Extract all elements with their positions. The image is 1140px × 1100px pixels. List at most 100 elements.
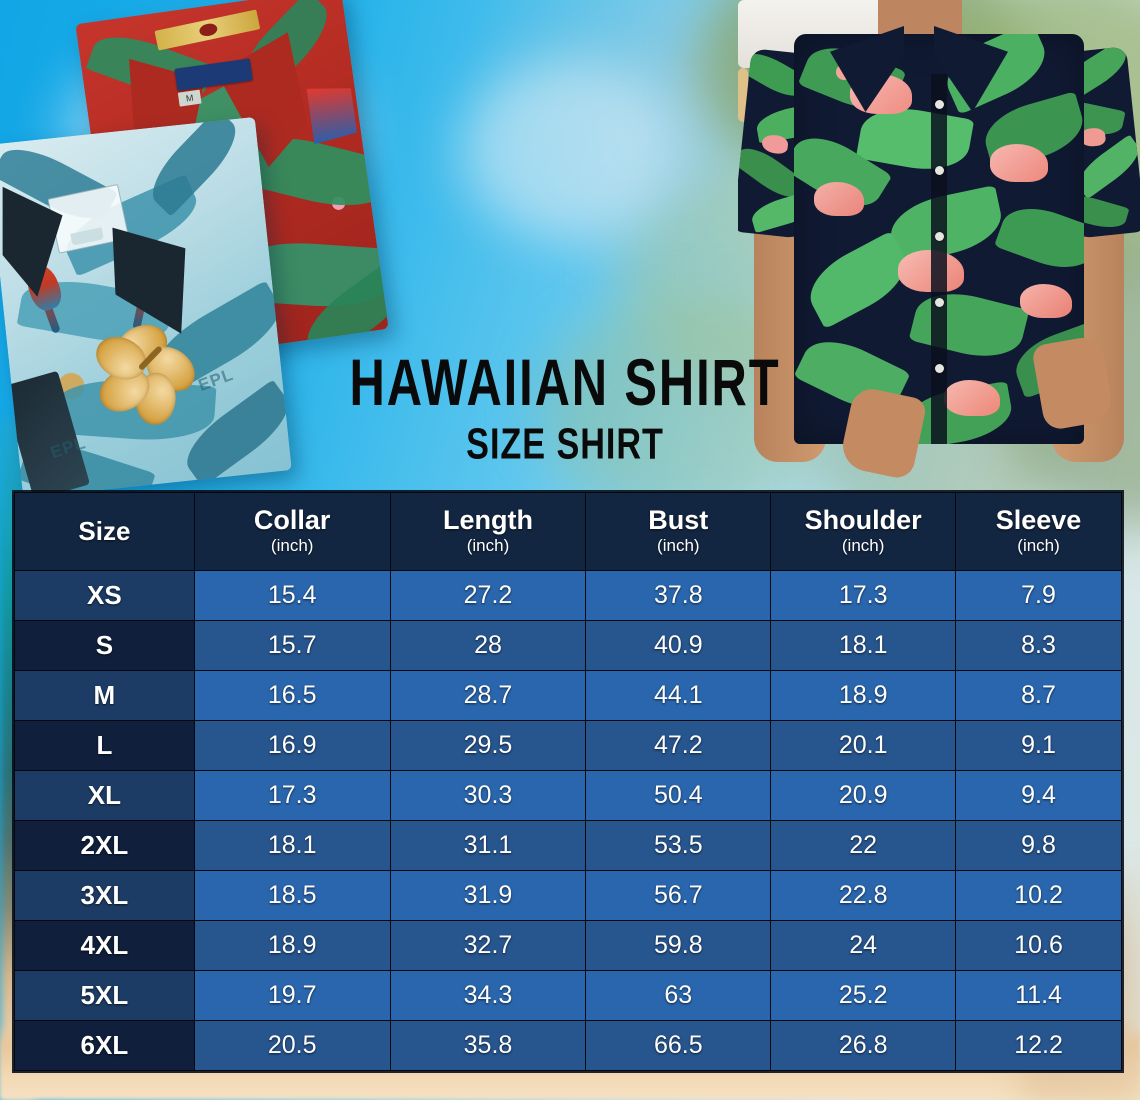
size-label-cell: 6XL <box>14 1020 195 1071</box>
cell-length: 28 <box>389 620 587 671</box>
cloud-blur <box>460 60 680 240</box>
cell-sleeve: 9.1 <box>955 720 1122 771</box>
table-row: 3XL 18.5 31.9 56.7 22.8 10.2 <box>14 870 1122 921</box>
shirt-button <box>935 166 944 175</box>
column-header-length-unit: (inch) <box>466 535 510 555</box>
cell-collar: 16.5 <box>193 670 391 721</box>
column-header-sleeve-unit: (inch) <box>1017 535 1060 555</box>
column-header-sleeve: Sleeve (inch) <box>955 492 1122 571</box>
cell-shoulder: 22.8 <box>770 870 957 921</box>
title-line-2: SIZE SHIRT <box>466 418 664 469</box>
cell-bust: 56.7 <box>585 870 772 921</box>
shirt-button <box>935 232 944 241</box>
sleeve-brand-logo <box>307 83 358 145</box>
cell-collar: 20.5 <box>193 1020 391 1071</box>
table-row: 5XL 19.7 34.3 63 25.2 11.4 <box>14 970 1122 1021</box>
cell-collar: 15.4 <box>193 570 391 621</box>
navy-flamingo-shirt <box>794 34 1084 444</box>
shirt-button <box>935 364 944 373</box>
table-row: XS 15.4 27.2 37.8 17.3 7.9 <box>14 570 1122 621</box>
cell-shoulder: 18.1 <box>770 620 957 671</box>
size-label-cell: 3XL <box>14 870 195 921</box>
table-header-row: Size Collar (inch) Length (inch) Bust (i… <box>14 492 1122 571</box>
monstera-leaf <box>994 197 1084 279</box>
size-chart-table: Size Collar (inch) Length (inch) Bust (i… <box>14 492 1122 1071</box>
table-row: 6XL 20.5 35.8 66.5 26.8 12.2 <box>14 1020 1122 1071</box>
hibiscus-flower <box>89 317 204 427</box>
cell-shoulder: 17.3 <box>770 570 957 621</box>
cell-collar: 18.5 <box>193 870 391 921</box>
size-label-cell: 4XL <box>14 920 195 971</box>
cell-sleeve: 8.7 <box>955 670 1122 721</box>
table-row: S 15.7 28 40.9 18.1 8.3 <box>14 620 1122 671</box>
column-header-shoulder-label: Shoulder <box>804 505 922 536</box>
cell-sleeve: 12.2 <box>955 1020 1122 1071</box>
cell-collar: 15.7 <box>193 620 391 671</box>
column-header-size-label: Size <box>78 516 131 547</box>
cell-collar: 18.9 <box>193 920 391 971</box>
shirt-button-placket <box>931 74 947 444</box>
size-label-cell: 5XL <box>14 970 195 1021</box>
cell-length: 29.5 <box>389 720 587 771</box>
size-label-cell: 2XL <box>14 820 195 871</box>
cell-sleeve: 11.4 <box>955 970 1122 1021</box>
flamingo-motif <box>990 144 1048 182</box>
shorts-drawstring <box>738 68 748 122</box>
column-header-size: Size <box>14 492 195 571</box>
cell-bust: 47.2 <box>585 720 772 771</box>
table-row: M 16.5 28.7 44.1 18.9 8.7 <box>14 670 1122 721</box>
cell-length: 31.9 <box>389 870 587 921</box>
table-row: 2XL 18.1 31.1 53.5 22 9.8 <box>14 820 1122 871</box>
column-header-bust-label: Bust <box>648 505 709 536</box>
cell-length: 34.3 <box>389 970 587 1021</box>
flamingo-motif <box>944 380 1000 416</box>
size-label-cell: M <box>14 670 195 721</box>
shirt-button <box>935 298 944 307</box>
cell-bust: 44.1 <box>585 670 772 721</box>
flamingo-motif <box>1020 284 1072 318</box>
cell-shoulder: 22 <box>770 820 957 871</box>
column-header-collar-label: Collar <box>253 505 331 536</box>
table-body: XS 15.4 27.2 37.8 17.3 7.9 S 15.7 28 40.9 18.1 8.3 M… <box>14 570 1122 1071</box>
cell-sleeve: 9.4 <box>955 770 1122 821</box>
cell-bust: 59.8 <box>585 920 772 971</box>
cell-sleeve: 10.2 <box>955 870 1122 921</box>
cell-length: 32.7 <box>389 920 587 971</box>
blue-hawaiian-shirt: EPL EPL <box>0 116 292 499</box>
cell-sleeve: 10.6 <box>955 920 1122 971</box>
table-row: XL 17.3 30.3 50.4 20.9 9.4 <box>14 770 1122 821</box>
size-label-cell: S <box>14 620 195 671</box>
cell-length: 35.8 <box>389 1020 587 1071</box>
cell-shoulder: 26.8 <box>770 1020 957 1071</box>
monstera-leaf <box>908 283 1030 367</box>
column-header-length-label: Length <box>443 505 533 536</box>
table-row: L 16.9 29.5 47.2 20.1 9.1 <box>14 720 1122 771</box>
size-label-cell: L <box>14 720 195 771</box>
cell-sleeve: 8.3 <box>955 620 1122 671</box>
table-row: 4XL 18.9 32.7 59.8 24 10.6 <box>14 920 1122 971</box>
column-header-shoulder: Shoulder (inch) <box>770 492 957 571</box>
table-header: Size Collar (inch) Length (inch) Bust (i… <box>14 492 1122 571</box>
column-header-shoulder-unit: (inch) <box>841 535 885 555</box>
cell-collar: 17.3 <box>193 770 391 821</box>
cell-length: 27.2 <box>389 570 587 621</box>
cell-shoulder: 25.2 <box>770 970 957 1021</box>
cell-bust: 66.5 <box>585 1020 772 1071</box>
cell-bust: 40.9 <box>585 620 772 671</box>
column-header-collar-unit: (inch) <box>270 535 314 555</box>
cell-shoulder: 18.9 <box>770 670 957 721</box>
cell-length: 30.3 <box>389 770 587 821</box>
column-header-collar: Collar (inch) <box>193 492 391 571</box>
cell-bust: 37.8 <box>585 570 772 621</box>
size-label-cell: XL <box>14 770 195 821</box>
cell-sleeve: 7.9 <box>955 570 1122 621</box>
cell-bust: 63 <box>585 970 772 1021</box>
size-label-cell: XS <box>14 570 195 621</box>
cell-shoulder: 20.1 <box>770 720 957 771</box>
pocket-flap <box>70 227 104 246</box>
cell-sleeve: 9.8 <box>955 820 1122 871</box>
shirt-button <box>935 100 944 109</box>
column-header-bust-unit: (inch) <box>657 535 700 555</box>
flamingo-motif <box>814 182 864 216</box>
cell-length: 28.7 <box>389 670 587 721</box>
